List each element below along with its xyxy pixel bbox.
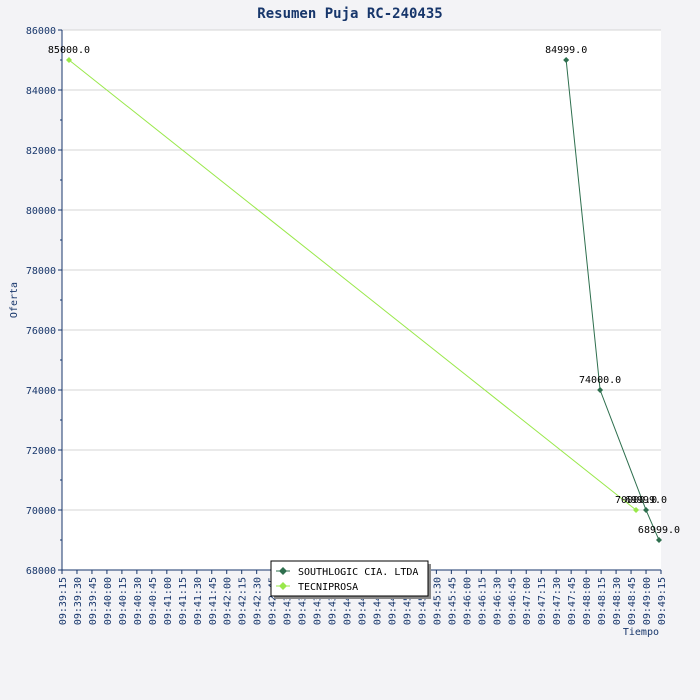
- x-tick-label: 09:45:15: [417, 577, 428, 625]
- series: 84999.0 74000.0 69999.0 68999.0: [545, 45, 680, 544]
- x-tick-label: 09:42:30: [253, 577, 264, 625]
- x-tick-label: 09:45:00: [402, 577, 413, 625]
- data-label: 85000.0: [48, 45, 90, 56]
- x-tick-label: 09:41:15: [178, 577, 189, 625]
- x-tick-label: 09:40:45: [148, 577, 159, 625]
- chart-title: Resumen Puja RC-240435: [257, 6, 442, 22]
- plot-area: [62, 30, 661, 570]
- x-tick-label: 09:48:15: [597, 577, 608, 625]
- x-tick-label: 09:44:45: [387, 577, 398, 625]
- y-axis-ticks: 68000 70000 72000 74000 76000 78000 80000 82000…: [26, 26, 62, 577]
- x-tick-label: 09:48:30: [612, 577, 623, 625]
- x-tick-label: 09:41:45: [208, 577, 219, 625]
- x-tick-label: 09:46:45: [507, 577, 518, 625]
- y-tick-label: 68000: [26, 566, 56, 577]
- series-layer: 84999.0 74000.0 69999.0 68999.0 85000.0 70000…: [48, 45, 680, 544]
- legend-item: TECNIPROSA: [276, 582, 358, 593]
- x-tick-label: 09:40:00: [103, 577, 114, 625]
- x-tick-label: 09:43:45: [328, 577, 339, 625]
- x-tick-label: 09:41:30: [193, 577, 204, 625]
- y-tick-label: 76000: [26, 326, 56, 337]
- x-tick-label: 09:49:00: [642, 577, 653, 625]
- x-tick-label: 09:47:15: [537, 577, 548, 625]
- x-tick-label: 09:44:30: [372, 577, 383, 625]
- data-label: 74000.0: [579, 375, 621, 386]
- legend-item: SOUTHLOGIC CIA. LTDA: [276, 567, 418, 578]
- grid: [62, 29, 661, 511]
- y-tick-label: 78000: [26, 266, 56, 277]
- x-tick-label: 09:43:30: [313, 577, 324, 625]
- legend-marker: [279, 567, 287, 575]
- y-axis-title: Oferta: [9, 282, 20, 318]
- x-tick-label: 09:43:15: [298, 577, 309, 625]
- y-tick-label: 82000: [26, 146, 56, 157]
- y-tick-label: 72000: [26, 446, 56, 457]
- x-tick-label: 09:46:30: [492, 577, 503, 625]
- x-tick-label: 09:44:15: [358, 577, 369, 625]
- series-line: [565, 59, 660, 541]
- x-tick-label: 09:48:00: [582, 577, 593, 625]
- series: 85000.0 70000.0: [48, 45, 657, 513]
- x-tick-label: 09:39:45: [88, 577, 99, 625]
- data-point: [65, 57, 72, 63]
- y-tick-label: 74000: [26, 386, 56, 397]
- data-label: 70000.0: [615, 495, 657, 506]
- x-tick-label: 09:47:45: [567, 577, 578, 625]
- x-tick-label: 09:42:00: [223, 577, 234, 625]
- x-tick-label: 09:45:45: [447, 577, 458, 625]
- x-tick-label: 09:41:00: [163, 577, 174, 625]
- data-point: [563, 57, 570, 64]
- data-label: 68999.0: [638, 525, 680, 536]
- x-tick-label: 09:47:30: [552, 577, 563, 625]
- x-tick-label: 09:46:00: [462, 577, 473, 625]
- x-tick-label: 09:42:45: [268, 577, 279, 625]
- x-tick-label: 09:42:15: [238, 577, 249, 625]
- y-tick-label: 80000: [26, 206, 56, 217]
- y-tick-label: 86000: [26, 26, 56, 37]
- legend-label: TECNIPROSA: [298, 582, 358, 593]
- x-tick-label: 09:39:30: [73, 577, 84, 625]
- data-point: [656, 537, 663, 544]
- x-axis-title: Tiempo: [623, 627, 659, 638]
- data-label: 69999.0: [625, 495, 667, 506]
- x-tick-label: 09:39:15: [58, 577, 69, 625]
- legend-box: [270, 560, 429, 597]
- x-tick-label: 09:48:45: [627, 577, 638, 625]
- legend: SOUTHLOGIC CIA. LTDA TECNIPROSA: [270, 560, 431, 599]
- legend-marker: [279, 582, 287, 590]
- x-tick-label: 09:46:15: [477, 577, 488, 625]
- legend-items: SOUTHLOGIC CIA. LTDA TECNIPROSA: [276, 567, 418, 593]
- y-tick-label: 70000: [26, 506, 56, 517]
- x-tick-label: 09:43:00: [283, 577, 294, 625]
- data-point: [597, 387, 604, 393]
- x-tick-label: 09:44:00: [343, 577, 354, 625]
- data-point: [643, 507, 650, 514]
- x-tick-label: 09:49:15: [657, 577, 668, 625]
- data-point: [633, 507, 640, 513]
- legend-label: SOUTHLOGIC CIA. LTDA: [298, 567, 418, 578]
- x-axis-ticks: 09:39:15 09:39:30 09:39:45 09:40:00 09:40:15…: [58, 570, 668, 625]
- x-tick-label: 09:40:30: [133, 577, 144, 625]
- x-tick-label: 09:47:00: [522, 577, 533, 625]
- x-tick-label: 09:45:30: [432, 577, 443, 625]
- data-label: 84999.0: [545, 45, 587, 56]
- series-line: [68, 59, 637, 511]
- x-tick-label: 09:40:15: [118, 577, 129, 625]
- y-tick-label: 84000: [26, 86, 56, 97]
